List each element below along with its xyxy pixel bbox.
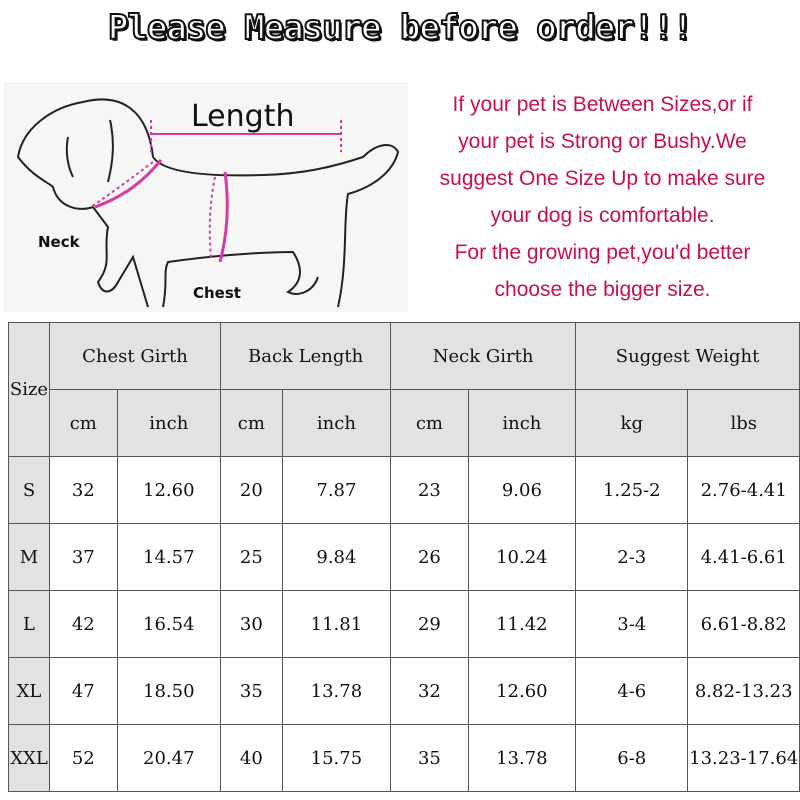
value-cell: 35 <box>390 724 469 792</box>
unit-header: lbs <box>687 389 800 457</box>
value-cell: 7.87 <box>281 456 392 524</box>
size-cell: S <box>8 456 50 524</box>
value-cell: 4-6 <box>575 657 689 725</box>
value-cell: 6.61-8.82 <box>687 590 800 658</box>
advice-line: your pet is Strong or Bushy.We <box>458 130 747 153</box>
value-cell: 20 <box>220 456 283 524</box>
chest-label: Chest <box>193 284 241 302</box>
size-header: Size <box>8 322 50 457</box>
group-header: Chest Girth <box>48 322 222 390</box>
advice-line: choose the bigger size. <box>494 278 711 301</box>
size-cell: XL <box>8 657 50 725</box>
advice-line: suggest One Size Up to make sure <box>439 167 766 190</box>
value-cell: 12.60 <box>467 657 577 725</box>
group-header: Back Length <box>220 322 392 390</box>
value-cell: 9.06 <box>467 456 577 524</box>
unit-header: inch <box>281 389 392 457</box>
value-cell: 52 <box>48 724 118 792</box>
size-cell: XXL <box>8 724 50 792</box>
value-cell: 14.57 <box>116 523 222 591</box>
value-cell: 2.76-4.41 <box>687 456 800 524</box>
advice-line: If your pet is Between Sizes,or if <box>452 93 753 116</box>
value-cell: 13.78 <box>467 724 577 792</box>
value-cell: 23 <box>390 456 469 524</box>
neck-label: Neck <box>38 233 81 251</box>
value-cell: 26 <box>390 523 469 591</box>
value-cell: 9.84 <box>281 523 392 591</box>
value-cell: 18.50 <box>116 657 222 725</box>
table-row: XL 47 18.50 35 13.78 32 12.60 4-6 8.82-13.23 <box>8 657 800 725</box>
table-row: L 42 16.54 30 11.81 29 11.42 3-4 6.61-8.82 <box>8 590 800 658</box>
value-cell: 8.82-13.23 <box>687 657 800 725</box>
value-cell: 12.60 <box>116 456 222 524</box>
advice-line: your dog is comfortable. <box>490 204 715 227</box>
value-cell: 20.47 <box>116 724 222 792</box>
value-cell: 11.81 <box>281 590 392 658</box>
value-cell: 30 <box>220 590 283 658</box>
group-header: Neck Girth <box>390 322 577 390</box>
table-row: XXL 52 20.47 40 15.75 35 13.78 6-8 13.23-17.64 <box>8 724 800 792</box>
value-cell: 3-4 <box>575 590 689 658</box>
unit-header: cm <box>220 389 283 457</box>
unit-header: kg <box>575 389 689 457</box>
value-cell: 11.42 <box>467 590 577 658</box>
table-row: M 37 14.57 25 9.84 26 10.24 2-3 4.41-6.61 <box>8 523 800 591</box>
size-chart-table: Size Chest Girth Back Length Neck Girth … <box>8 322 800 792</box>
value-cell: 13.78 <box>281 657 392 725</box>
unit-header: inch <box>467 389 577 457</box>
size-cell: L <box>8 590 50 658</box>
value-cell: 42 <box>48 590 118 658</box>
unit-header: cm <box>390 389 469 457</box>
sizing-advice: If your pet is Between Sizes,or if your … <box>405 86 800 308</box>
value-cell: 2-3 <box>575 523 689 591</box>
page-title: Please Measure before order!!! <box>107 7 694 49</box>
dog-measurement-diagram: Length Neck Chest <box>3 82 408 312</box>
value-cell: 35 <box>220 657 283 725</box>
table-row: S 32 12.60 20 7.87 23 9.06 1.25-2 2.76-4.41 <box>8 456 800 524</box>
value-cell: 16.54 <box>116 590 222 658</box>
value-cell: 32 <box>48 456 118 524</box>
group-header: Suggest Weight <box>575 322 800 390</box>
value-cell: 13.23-17.64 <box>687 724 800 792</box>
value-cell: 29 <box>390 590 469 658</box>
unit-header: cm <box>48 389 118 457</box>
value-cell: 1.25-2 <box>575 456 689 524</box>
value-cell: 40 <box>220 724 283 792</box>
value-cell: 4.41-6.61 <box>687 523 800 591</box>
value-cell: 47 <box>48 657 118 725</box>
value-cell: 10.24 <box>467 523 577 591</box>
value-cell: 25 <box>220 523 283 591</box>
length-label: Length <box>191 99 294 134</box>
unit-header: inch <box>116 389 222 457</box>
size-cell: M <box>8 523 50 591</box>
value-cell: 6-8 <box>575 724 689 792</box>
value-cell: 15.75 <box>281 724 392 792</box>
value-cell: 37 <box>48 523 118 591</box>
value-cell: 32 <box>390 657 469 725</box>
advice-line: For the growing pet,you'd better <box>454 241 751 264</box>
